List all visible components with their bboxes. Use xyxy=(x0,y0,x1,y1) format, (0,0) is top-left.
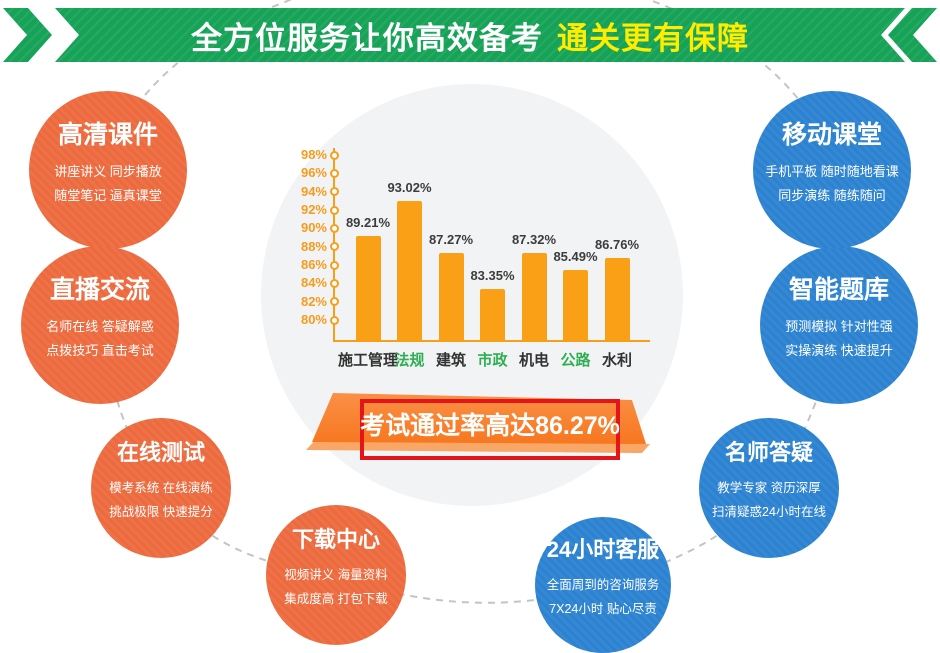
bar-category-label: 施工管理 xyxy=(337,352,398,369)
bar-category-label: 机电 xyxy=(518,352,549,369)
y-tick-marker xyxy=(329,260,339,270)
y-tick-label: 86% xyxy=(300,257,327,272)
y-tick-marker xyxy=(329,297,339,307)
header-banner xyxy=(55,8,905,62)
service-desc-line: 全面周到的咨询服务 xyxy=(546,577,660,592)
service-title: 24小时客服 xyxy=(546,536,660,562)
service-desc-line: 实操演练 快速提升 xyxy=(785,342,893,358)
service-bubble-download-center: 下载中心视频讲义 海量资料 集成度高 打包下载 xyxy=(266,505,406,645)
y-tick-label: 90% xyxy=(300,220,327,236)
bar xyxy=(604,258,630,340)
y-tick-label: 82% xyxy=(300,293,327,309)
service-bubble-teacher-qa: 名师答疑教学专家 资历深厚 扫清疑惑24小时在线 xyxy=(699,418,839,558)
bar xyxy=(563,269,588,340)
service-bubble-smart-question-bank: 智能题库预测模拟 针对性强 实操演练 快速提升 xyxy=(760,246,918,404)
service-bubble-live-interaction: 直播交流名师在线 答疑解惑 点拨技巧 直击考试 xyxy=(21,246,179,404)
service-desc-line: 扫清疑惑24小时在线 xyxy=(712,504,826,519)
service-desc-line: 教学专家 资历深厚 xyxy=(717,480,821,495)
service-desc-line: 视频讲义 海量资料 xyxy=(284,567,388,582)
y-tick-marker xyxy=(329,187,339,197)
bar-value-label: 85.49% xyxy=(553,248,598,264)
service-desc-line: 随堂笔记 逼真课堂 xyxy=(54,187,162,203)
bar-category-label: 法规 xyxy=(394,352,425,369)
bar xyxy=(480,289,505,340)
service-desc-line: 模考系统 在线演练 xyxy=(109,480,213,495)
service-title: 在线测试 xyxy=(116,439,205,465)
y-tick-marker xyxy=(329,223,339,233)
y-tick-label: 88% xyxy=(300,238,327,254)
service-desc-line: 同步演练 随练随问 xyxy=(778,187,886,203)
service-title: 直播交流 xyxy=(49,275,150,304)
service-title: 下载中心 xyxy=(291,526,380,552)
service-desc-line: 7X24小时 贴心尽责 xyxy=(549,601,657,616)
y-tick-marker xyxy=(329,168,339,178)
service-desc-line: 讲座讲义 同步播放 xyxy=(54,163,162,179)
y-tick-marker xyxy=(329,150,339,160)
bar-value-label: 87.32% xyxy=(511,231,557,247)
pass-rate-banner-text: 考试通过率高达86.27% xyxy=(360,412,620,440)
y-tick-marker xyxy=(329,315,339,325)
service-title: 名师答疑 xyxy=(724,439,813,465)
bar-value-label: 87.27% xyxy=(428,232,474,248)
service-desc-line: 集成度高 打包下载 xyxy=(284,591,388,606)
bar-value-label: 93.02% xyxy=(387,179,432,195)
bar-value-label: 83.35% xyxy=(470,268,515,284)
banner-ribbon xyxy=(312,393,646,444)
y-tick-label: 96% xyxy=(300,165,327,181)
banner-highlight-box xyxy=(360,399,620,460)
service-bubble-hd-courseware: 高清课件讲座讲义 同步播放 随堂笔记 逼真课堂 xyxy=(29,91,187,249)
bar-value-label: 89.21% xyxy=(345,214,391,230)
bar-category-label: 水利 xyxy=(601,352,632,369)
y-tick-label: 98% xyxy=(300,147,327,162)
bar xyxy=(438,253,464,340)
y-tick-label: 84% xyxy=(300,275,327,291)
service-desc-line: 点拨技巧 直击考试 xyxy=(46,342,154,358)
y-tick-label: 92% xyxy=(300,202,327,217)
y-tick-label: 80% xyxy=(300,312,327,327)
bar-category-label: 公路 xyxy=(560,352,591,369)
service-desc-line: 手机平板 随时随地看课 xyxy=(765,163,899,179)
service-bubble-customer-service-24h: 24小时客服全面周到的咨询服务 7X24小时 贴心尽责 xyxy=(535,517,671,653)
service-bubble-online-test: 在线测试模考系统 在线演练 挑战极限 快速提分 xyxy=(91,418,231,558)
service-desc-line: 名师在线 答疑解惑 xyxy=(46,318,154,334)
x-axis xyxy=(333,340,650,342)
service-title: 高清课件 xyxy=(57,120,158,149)
service-desc-line: 预测模拟 针对性强 xyxy=(785,318,893,334)
bar-value-label: 86.76% xyxy=(594,237,640,253)
service-title: 移动课堂 xyxy=(781,120,882,149)
service-bubble-mobile-classroom: 移动课堂手机平板 随时随地看课 同步演练 随练随问 xyxy=(753,91,911,249)
service-title: 智能题库 xyxy=(788,275,889,304)
service-desc-line: 挑战极限 快速提分 xyxy=(109,504,213,519)
y-tick-marker xyxy=(329,278,339,288)
bar xyxy=(355,235,381,340)
bar xyxy=(521,252,547,340)
bar xyxy=(397,200,422,340)
y-tick-marker xyxy=(329,242,339,252)
bar-category-label: 市政 xyxy=(477,352,508,369)
y-tick-label: 94% xyxy=(300,183,327,199)
y-tick-marker xyxy=(329,205,339,215)
bar-category-label: 建筑 xyxy=(435,352,466,369)
